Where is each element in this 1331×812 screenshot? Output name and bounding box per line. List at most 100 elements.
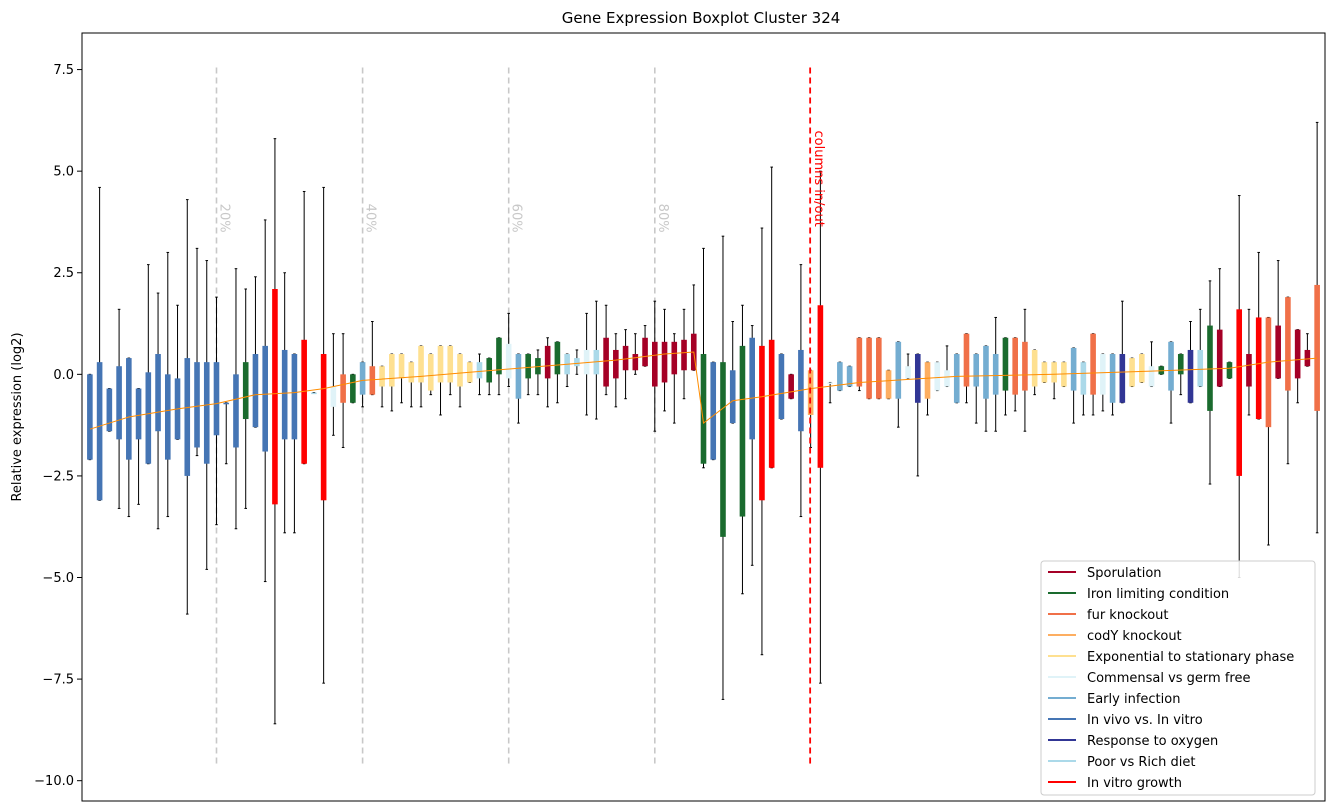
box <box>827 382 833 384</box>
legend-frame <box>1040 560 1316 796</box>
box <box>242 362 249 420</box>
legend-label: Early infection <box>1087 692 1180 707</box>
box <box>1226 362 1233 379</box>
chart-title: Gene Expression Boxplot Cluster 324 <box>562 9 841 27</box>
box <box>1041 362 1048 383</box>
box <box>96 362 103 501</box>
plot-frame <box>81 32 1326 802</box>
box <box>213 362 220 436</box>
box <box>544 345 551 379</box>
y-tick-label: 5.0 <box>53 165 74 180</box>
box <box>876 337 882 399</box>
box <box>642 337 648 367</box>
box <box>895 341 902 399</box>
box <box>281 349 288 440</box>
box <box>1100 354 1106 395</box>
divider-label: columns in/out <box>811 131 826 227</box>
box <box>749 337 756 440</box>
box <box>1246 354 1252 387</box>
box <box>1275 325 1281 379</box>
box <box>1216 329 1223 387</box>
box <box>311 392 317 395</box>
box <box>164 374 171 460</box>
box <box>262 345 268 452</box>
y-tick-label: −10.0 <box>34 774 74 789</box>
box <box>126 358 132 460</box>
box <box>1080 362 1087 395</box>
box <box>739 345 746 517</box>
box <box>603 337 609 387</box>
box <box>496 337 502 375</box>
box <box>418 345 424 383</box>
box <box>720 362 726 537</box>
box <box>992 354 999 395</box>
box <box>1109 354 1116 403</box>
box <box>359 362 366 395</box>
box <box>320 354 327 501</box>
box <box>330 386 337 407</box>
percentile-label: 40% <box>363 204 378 233</box>
box <box>1051 362 1057 383</box>
box <box>885 370 892 399</box>
box <box>554 341 561 375</box>
box <box>379 366 385 387</box>
percentile-label: 20% <box>216 204 231 233</box>
box <box>223 402 230 405</box>
legend-label: Commensal vs germ free <box>1087 671 1250 686</box>
box <box>574 358 580 367</box>
box <box>768 339 775 468</box>
y-tick-label: 7.5 <box>53 63 74 78</box>
box <box>427 354 434 391</box>
box <box>671 341 678 375</box>
box <box>447 345 454 383</box>
box <box>837 362 843 391</box>
box <box>846 366 853 387</box>
box <box>369 366 376 395</box>
box <box>944 370 950 387</box>
box <box>1002 337 1009 391</box>
box <box>983 345 989 399</box>
y-axis: 7.5 5.0 2.5 0.0 −2.5 −5.0 −7.5 −10.0 <box>34 63 82 789</box>
y-tick-label: 0.0 <box>53 368 74 383</box>
box <box>632 354 639 371</box>
box <box>515 354 522 399</box>
box <box>1022 341 1028 391</box>
plot-area: 20% 40% 60% 80% columns in/out <box>87 67 1320 765</box>
box <box>457 354 463 387</box>
box <box>817 305 824 468</box>
box <box>1314 284 1320 411</box>
box <box>145 372 152 464</box>
box <box>1197 349 1204 387</box>
box <box>135 388 142 440</box>
legend-label: fur knockout <box>1087 608 1169 623</box>
legend-label: In vivo vs. In vitro <box>1087 713 1203 728</box>
y-tick-label: −5.0 <box>42 571 74 586</box>
box <box>788 374 794 399</box>
box <box>700 354 707 464</box>
box <box>1265 317 1272 428</box>
box <box>272 289 278 505</box>
box <box>905 366 911 379</box>
box <box>1207 325 1213 411</box>
box <box>1031 349 1038 387</box>
box <box>1304 349 1311 367</box>
box <box>778 354 785 420</box>
box <box>505 343 512 379</box>
box <box>1129 358 1135 387</box>
y-tick-label: −2.5 <box>42 469 74 484</box>
box <box>856 337 863 387</box>
percentile-label: 80% <box>655 204 670 233</box>
box <box>934 362 941 391</box>
box <box>301 339 307 464</box>
box <box>525 354 531 379</box>
box <box>252 354 259 428</box>
box <box>116 366 122 440</box>
box <box>963 333 970 387</box>
box <box>1119 354 1126 403</box>
box <box>233 374 239 448</box>
legend-label: Response to oxygen <box>1087 734 1218 749</box>
box <box>106 388 113 432</box>
box <box>613 349 619 379</box>
box <box>340 374 346 403</box>
